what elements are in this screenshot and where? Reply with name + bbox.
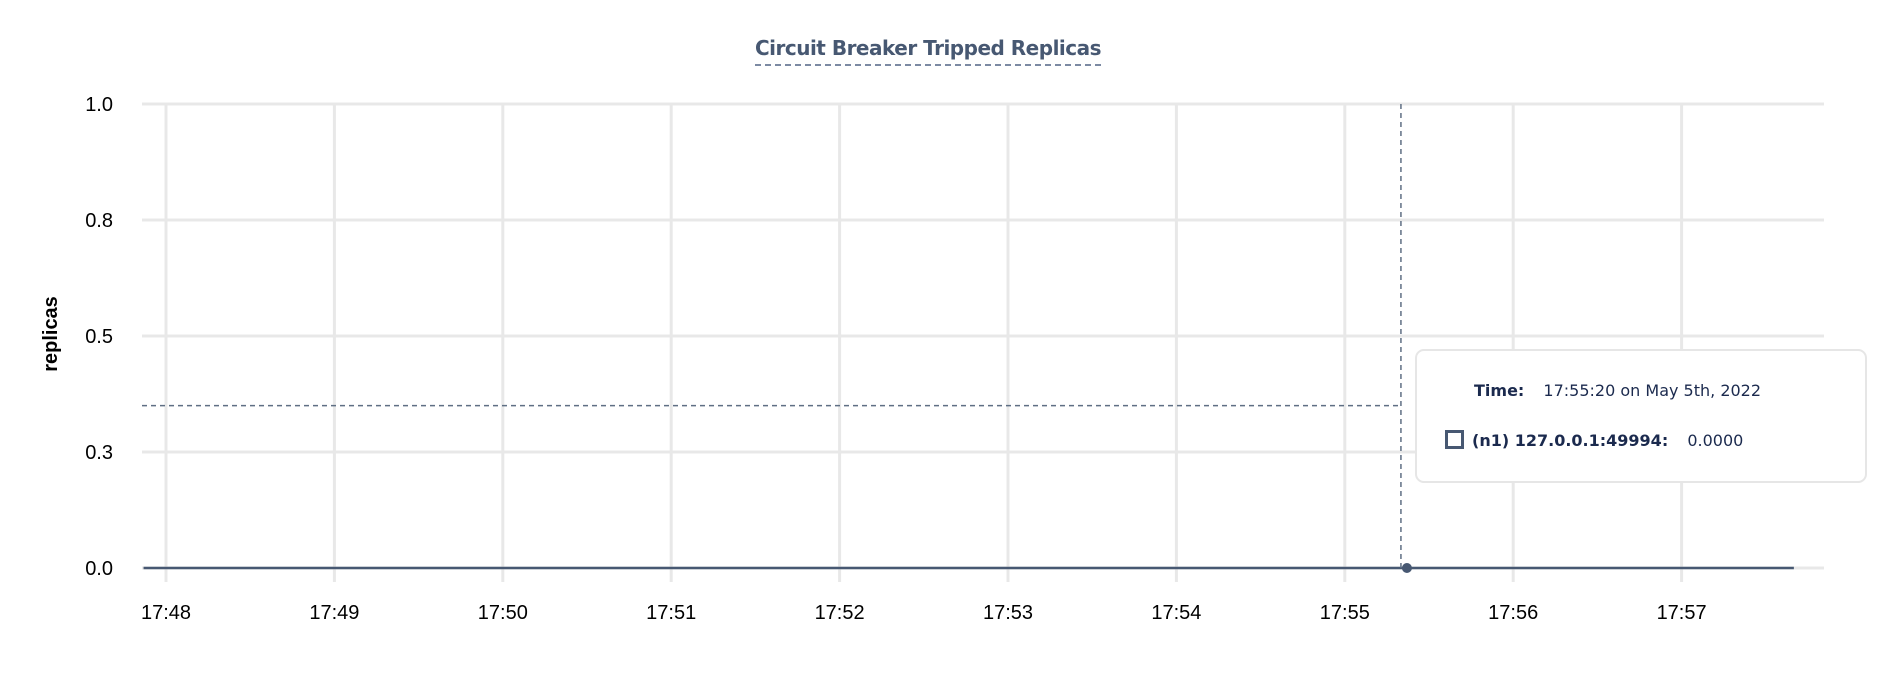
x-tick-label: 17:50	[478, 602, 528, 624]
y-tick-label: 1.0	[85, 94, 113, 116]
chart-title-wrap: Circuit Breaker Tripped Replicas	[0, 36, 1856, 66]
x-tick-label: 17:57	[1657, 602, 1707, 624]
y-tick-label: 0.0	[85, 558, 113, 580]
y-tick-label: 0.5	[85, 326, 113, 348]
x-tick-label: 17:54	[1151, 602, 1201, 624]
tooltip: Time: 17:55:20 on May 5th, 2022 (n1) 127…	[1415, 349, 1867, 483]
x-tick-label: 17:52	[815, 602, 865, 624]
hover-point	[1401, 563, 1412, 573]
x-tick-label: 17:56	[1488, 602, 1538, 624]
x-tick-label: 17:55	[1320, 602, 1370, 624]
y-axis-label: replicas	[40, 296, 62, 372]
tooltip-time-value: 17:55:20 on May 5th, 2022	[1543, 381, 1762, 400]
tooltip-time-label: Time:	[1474, 381, 1525, 400]
tooltip-series-value: 0.0000	[1687, 431, 1744, 450]
x-tick-label: 17:49	[309, 602, 359, 624]
tooltip-series-label: (n1) 127.0.0.1:49994:	[1472, 431, 1669, 450]
x-tick-label: 17:51	[646, 602, 696, 624]
y-tick-label: 0.3	[85, 442, 113, 464]
y-tick-label: 0.8	[85, 210, 113, 232]
x-tick-label: 17:53	[983, 602, 1033, 624]
chart-title[interactable]: Circuit Breaker Tripped Replicas	[754, 36, 1102, 66]
x-tick-label: 17:48	[141, 602, 191, 624]
series-swatch-icon	[1445, 430, 1464, 449]
